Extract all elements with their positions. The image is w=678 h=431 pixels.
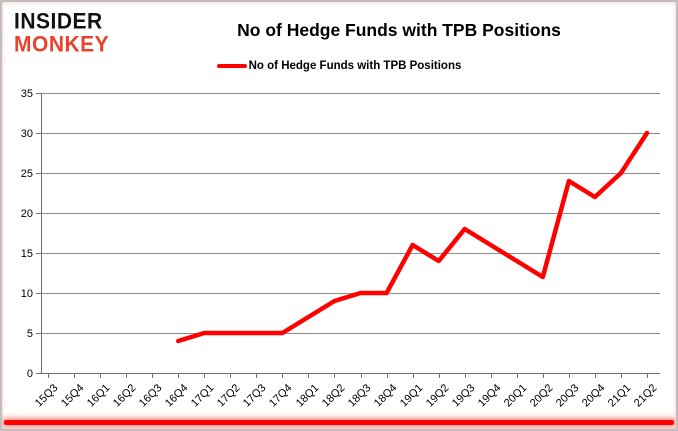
x-tick-mark [178,374,180,378]
x-tick-mark [542,374,544,378]
y-gridline [41,133,660,134]
y-gridline [41,293,660,294]
y-tick-mark [36,93,41,94]
x-tick-mark [464,374,466,378]
y-gridline [41,333,660,334]
x-tick-mark [230,374,232,378]
y-tick-mark [36,373,41,374]
insider-monkey-logo: INSIDER MONKEY [14,9,144,57]
y-gridline [41,213,660,214]
x-tick-mark [438,374,440,378]
x-tick-mark [204,374,206,378]
chart-title: No of Hedge Funds with TPB Positions [237,20,561,40]
x-tick-mark [568,374,570,378]
y-gridline [41,173,660,174]
x-tick-mark [647,374,648,378]
y-axis-label: 15 [20,247,33,260]
logo-text-insider: INSIDER [14,9,103,34]
x-tick-mark [256,374,258,378]
y-axis-label: 10 [20,287,33,300]
x-axis-line [41,373,660,374]
y-axis-label: 5 [26,327,33,340]
hedge-funds-data-line [175,130,650,344]
y-axis-label: 35 [20,87,33,100]
x-tick-mark [412,374,414,378]
x-tick-mark [74,374,76,378]
y-tick-mark [36,173,41,174]
y-tick-mark [36,213,41,214]
x-tick-mark [152,374,154,378]
x-tick-mark [100,374,102,378]
legend: No of Hedge Funds with TPB Positions [2,60,676,72]
x-tick-mark [386,374,388,378]
y-axis-label: 25 [20,167,33,180]
y-tick-mark [36,253,41,254]
x-tick-mark [516,374,518,378]
x-tick-mark [126,374,128,378]
y-axis-label: 30 [20,127,33,140]
x-tick-mark [48,374,49,378]
x-tick-mark [308,374,310,378]
x-tick-mark [620,374,622,378]
y-gridline [41,93,660,94]
y-axis-label: 20 [20,207,33,220]
legend-label: No of Hedge Funds with TPB Positions [248,60,462,72]
x-tick-mark [594,374,596,378]
red-accent-bar [4,420,674,425]
logo-text-monkey: MONKEY [14,32,110,57]
x-tick-mark [490,374,492,378]
y-gridline [41,253,660,254]
legend-line-swatch-icon [216,64,247,68]
y-axis-line [41,93,42,373]
x-tick-mark [360,374,362,378]
y-tick-mark [36,333,41,334]
x-tick-mark [282,374,284,378]
y-tick-mark [36,293,41,294]
x-tick-mark [334,374,336,378]
y-axis-label: 0 [26,367,33,380]
y-tick-mark [36,133,41,134]
